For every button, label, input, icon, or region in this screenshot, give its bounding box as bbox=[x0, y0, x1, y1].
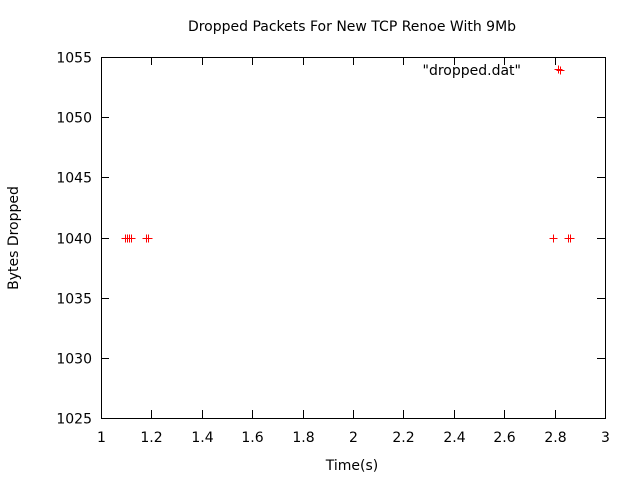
y-tick-label: 1035 bbox=[56, 292, 92, 308]
data-point bbox=[549, 234, 558, 243]
y-tick-label: 1025 bbox=[56, 412, 92, 428]
x-tick-label: 1 bbox=[97, 430, 106, 446]
data-points bbox=[121, 65, 575, 243]
chart-title: Dropped Packets For New TCP Renoe With 9… bbox=[188, 19, 516, 35]
legend: "dropped.dat" bbox=[423, 63, 565, 79]
x-tick-label: 1.6 bbox=[241, 430, 263, 446]
data-point bbox=[566, 234, 575, 243]
x-tick-label: 2 bbox=[349, 430, 358, 446]
x-axis: 1 1.2 1.4 1.6 1.8 2 2.2 2.4 2.6 2.8 3 bbox=[97, 57, 610, 446]
x-axis-label: Time(s) bbox=[325, 458, 378, 474]
legend-marker bbox=[556, 66, 565, 75]
x-tick-label: 1.4 bbox=[191, 430, 213, 446]
y-axis: 1025 1030 1035 1040 1045 1050 1055 bbox=[56, 51, 605, 428]
x-tick-label: 2.8 bbox=[544, 430, 566, 446]
y-tick-label: 1040 bbox=[56, 232, 92, 248]
x-tick-label: 1.8 bbox=[292, 430, 314, 446]
data-point bbox=[127, 234, 136, 243]
x-tick-label: 1.2 bbox=[140, 430, 162, 446]
data-point bbox=[144, 234, 153, 243]
x-tick-label: 2.2 bbox=[392, 430, 414, 446]
plot-frame bbox=[101, 57, 606, 419]
y-tick-label: 1050 bbox=[56, 111, 92, 127]
data-point bbox=[554, 65, 563, 74]
x-tick-label: 3 bbox=[601, 430, 610, 446]
legend-label: "dropped.dat" bbox=[423, 63, 521, 79]
y-tick-label: 1045 bbox=[56, 171, 92, 187]
y-tick-label: 1030 bbox=[56, 352, 92, 368]
x-tick-label: 2.6 bbox=[493, 430, 515, 446]
legend-marker-symbol bbox=[556, 66, 565, 75]
x-tick-label: 2.4 bbox=[443, 430, 465, 446]
y-axis-label: Bytes Dropped bbox=[6, 186, 22, 290]
y-tick-label: 1055 bbox=[56, 51, 92, 67]
